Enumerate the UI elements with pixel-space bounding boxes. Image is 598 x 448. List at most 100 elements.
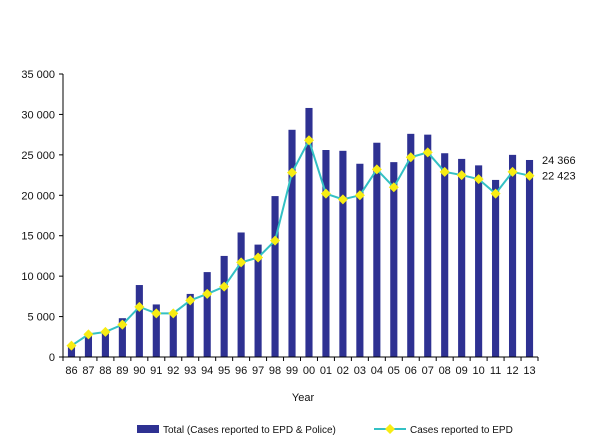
x-tick-label: 90 <box>133 365 145 377</box>
line-point <box>405 152 416 163</box>
series-line <box>70 137 530 347</box>
bar <box>339 150 347 357</box>
bar <box>373 142 381 357</box>
line-point <box>151 308 162 319</box>
bar <box>84 335 93 357</box>
x-axis-title: Year <box>292 392 315 404</box>
x-tick-label: 12 <box>506 365 518 377</box>
line-point <box>473 174 484 185</box>
x-tick-label: 02 <box>337 365 349 377</box>
legend-swatch-total <box>137 425 159 433</box>
x-tick-label: 95 <box>218 365 230 377</box>
x-tick-label: 87 <box>82 365 94 377</box>
y-tick-label: 30 000 <box>21 109 55 121</box>
bar <box>152 304 160 357</box>
bar <box>441 153 449 357</box>
x-tick-label: 89 <box>116 365 128 377</box>
line-point <box>422 147 433 158</box>
bar <box>407 133 415 357</box>
y-tick-label: 15 000 <box>21 231 55 243</box>
x-tick-label: 92 <box>167 365 179 377</box>
y-tick-label: 5 000 <box>27 312 55 324</box>
x-tick-label: 11 <box>490 365 501 377</box>
x-tick-label: 08 <box>439 365 451 377</box>
bar <box>390 162 398 357</box>
line-point <box>388 182 399 193</box>
y-tick-label: 25 000 <box>21 150 55 162</box>
x-tick-label: 10 <box>473 365 485 377</box>
bar <box>169 312 177 357</box>
line-point <box>134 301 145 312</box>
x-tick-label: 93 <box>184 365 196 377</box>
bar <box>508 154 517 357</box>
bar <box>492 179 500 357</box>
line-point <box>507 166 518 177</box>
line-series <box>66 135 535 351</box>
line-point <box>303 135 314 146</box>
bar <box>271 196 279 357</box>
line-point <box>185 295 196 306</box>
line-point <box>117 319 128 330</box>
bar <box>186 293 194 357</box>
legend-label-epd: Cases reported to EPD <box>410 425 513 436</box>
line-point <box>439 166 450 177</box>
line-point <box>66 340 77 351</box>
x-tick-label: 13 <box>523 365 535 377</box>
bar-series <box>67 107 534 358</box>
bar <box>220 255 228 357</box>
x-tick-label: 91 <box>150 365 162 377</box>
y-tick-label: 35 000 <box>21 69 55 81</box>
line-point <box>270 235 281 246</box>
bar <box>288 129 296 357</box>
data-label: 22 423 <box>542 171 576 183</box>
y-tick-label: 20 000 <box>21 190 55 202</box>
bar <box>254 244 262 357</box>
x-axis-ticks: 86 87 88 89 90 91 92 93 94 95 96 97 98 99 00 01 02 03 04 05… <box>62 357 539 377</box>
line-point <box>83 329 94 340</box>
y-tick-label: 0 <box>49 352 55 364</box>
x-tick-label: 09 <box>456 365 468 377</box>
bar <box>67 344 76 357</box>
line-point <box>236 257 247 268</box>
bar <box>237 232 245 357</box>
line-point <box>219 281 230 292</box>
data-label: 24 366 <box>542 155 576 167</box>
bar <box>475 165 483 357</box>
x-tick-label: 96 <box>235 365 247 377</box>
line-point <box>524 170 535 181</box>
bar <box>424 134 432 357</box>
line-point <box>456 170 467 181</box>
bar <box>356 163 364 357</box>
line-point <box>253 252 264 263</box>
bar <box>322 150 330 357</box>
line-point <box>337 194 348 205</box>
axes <box>62 74 538 358</box>
x-tick-label: 99 <box>286 365 298 377</box>
bar <box>203 272 211 357</box>
x-tick-label: 88 <box>99 365 111 377</box>
bar <box>525 159 534 357</box>
line-point <box>371 164 382 175</box>
x-tick-label: 01 <box>320 365 332 377</box>
y-axis-ticks: 0 5 000 10 000 15 000 20 000 25 000 30 000 35 0… <box>21 69 63 364</box>
legend: Total (Cases reported to EPD & Police) C… <box>137 424 513 436</box>
line-point <box>168 308 179 319</box>
x-tick-label: 07 <box>422 365 434 377</box>
x-tick-label: 00 <box>303 365 315 377</box>
x-tick-label: 98 <box>269 365 281 377</box>
legend-swatch-epd-marker <box>385 424 395 434</box>
bar <box>305 107 313 358</box>
x-tick-label: 86 <box>65 365 77 377</box>
bar <box>458 158 466 357</box>
x-tick-label: 94 <box>201 365 213 377</box>
line-point <box>354 190 365 201</box>
line-point <box>287 167 298 178</box>
line-point <box>100 326 111 337</box>
annotations: 24 366 22 423 <box>542 155 576 183</box>
x-tick-label: 03 <box>354 365 366 377</box>
line-point <box>202 288 213 299</box>
bar <box>135 285 143 357</box>
line-point <box>490 188 501 199</box>
x-tick-label: 04 <box>371 365 383 377</box>
